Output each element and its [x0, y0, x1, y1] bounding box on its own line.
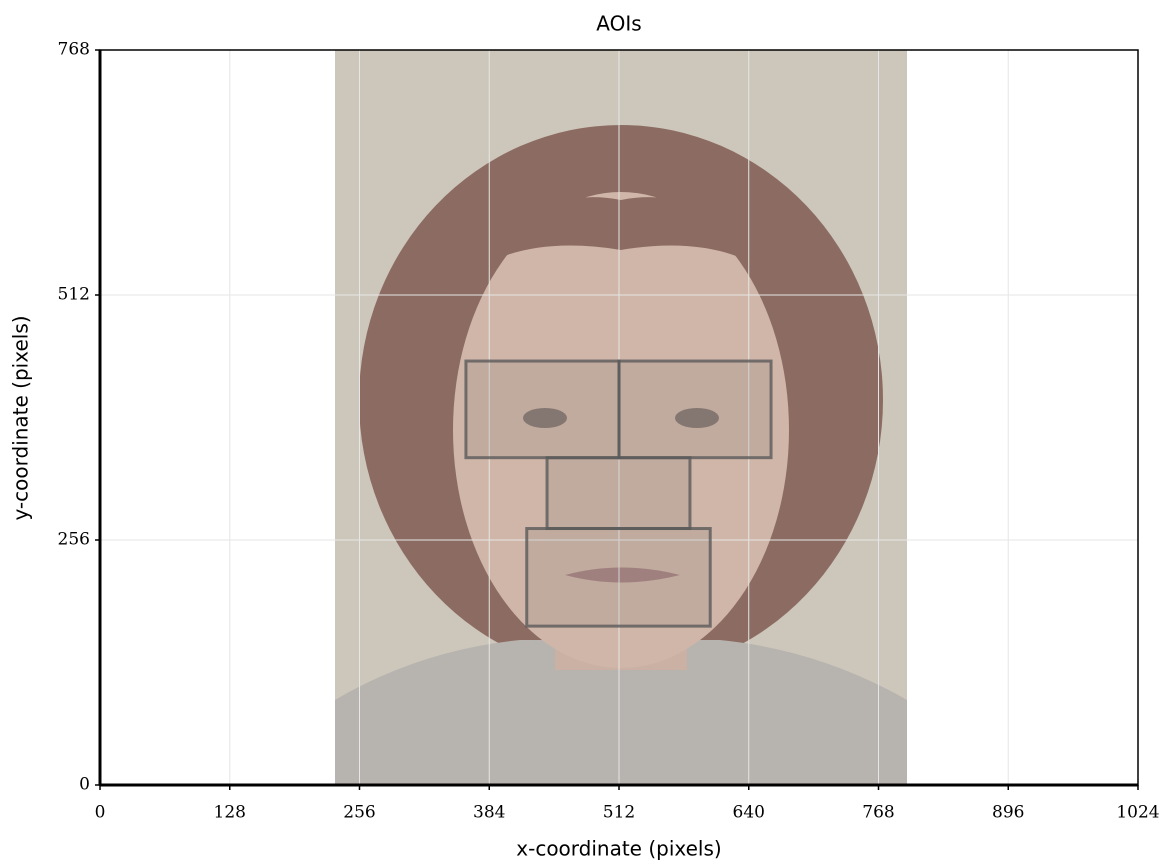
x-tick-label: 768	[862, 803, 894, 823]
y-tick-label: 0	[79, 775, 90, 795]
aoi-box	[527, 529, 710, 627]
y-tick-label: 256	[58, 530, 90, 550]
y-tick-label: 768	[58, 40, 90, 60]
x-tick-label: 128	[214, 803, 246, 823]
chart-title: AOIs	[596, 12, 641, 36]
y-axis-label: y-coordinate (pixels)	[9, 315, 33, 520]
x-tick-label: 896	[992, 803, 1024, 823]
aoi-box	[547, 458, 690, 529]
aoi-box	[466, 361, 619, 458]
x-axis-label: x-coordinate (pixels)	[516, 837, 721, 861]
aoi-box	[619, 361, 771, 458]
y-tick-label: 512	[58, 285, 90, 305]
x-tick-label: 640	[733, 803, 765, 823]
x-tick-label: 384	[473, 803, 505, 823]
chart: AOIs x-coordinate (pixels) y-coordinate …	[0, 0, 1167, 864]
x-tick-label: 512	[603, 803, 635, 823]
x-tick-label: 256	[343, 803, 375, 823]
x-tick-label: 1024	[1116, 803, 1159, 823]
x-tick-label: 0	[95, 803, 106, 823]
